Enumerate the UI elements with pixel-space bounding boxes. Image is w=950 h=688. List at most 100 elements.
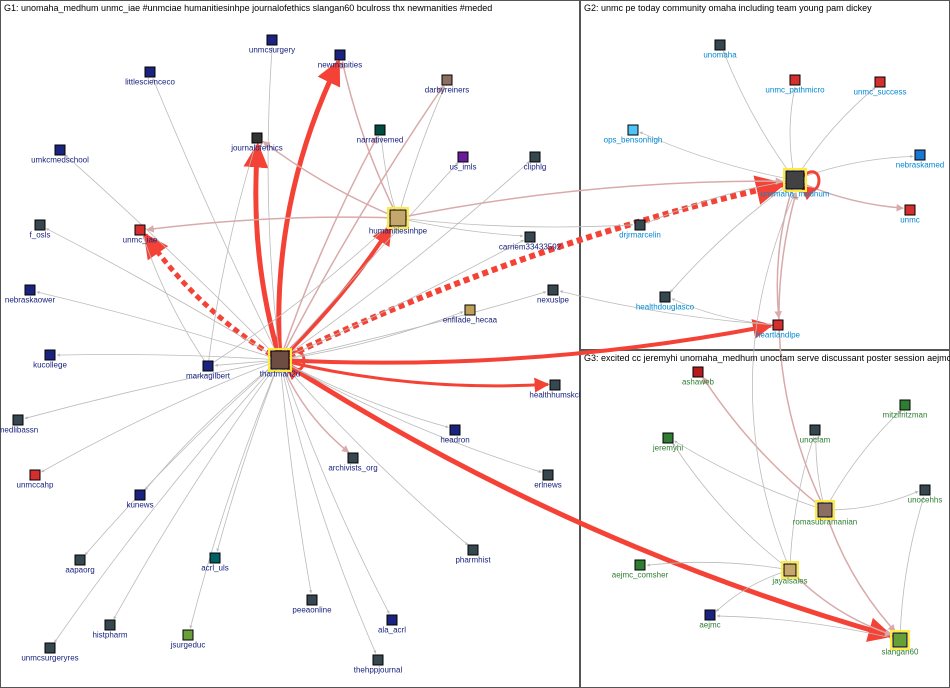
edge-humanitiesinhpe-darbyreiners [398, 87, 445, 218]
node-jeremyhi[interactable]: jeremyhi [652, 433, 683, 453]
node-ashaweb[interactable]: ashaweb [682, 367, 715, 387]
panel-title-g1: G1: unomaha_medhum unmc_iae #unmciae hum… [4, 3, 492, 13]
node-littlescienceco[interactable]: littlescienceco [125, 67, 175, 87]
node-unocehhs[interactable]: unocehhs [908, 485, 943, 505]
node-unmcsurgery[interactable]: unmcsurgery [249, 35, 295, 55]
node-label: markagilbert [186, 372, 231, 381]
node-icon [252, 133, 262, 143]
node-f_osls[interactable]: f_osls [30, 220, 51, 240]
node-unomaha[interactable]: unomaha [703, 40, 737, 60]
node-journalofethics[interactable]: journalofethics [230, 133, 283, 153]
node-us_imls[interactable]: us_imls [449, 152, 476, 172]
node-kunews[interactable]: kunews [126, 490, 153, 510]
node-label: unmc_iae [123, 236, 158, 245]
node-medlibassn[interactable]: medlibassn [0, 415, 38, 435]
edge-romasubramanian-unomaha_medhum [779, 193, 825, 510]
edge-romasubramanian-mitzifritzman [825, 411, 901, 510]
node-ops_bensonhigh[interactable]: ops_bensonhigh [604, 125, 663, 145]
node-unmc_pathmicro[interactable]: unmc_pathmicro [765, 75, 825, 95]
node-nebraskaower[interactable]: nebraskaower [5, 285, 56, 305]
node-headron[interactable]: headron [440, 425, 469, 445]
panel-g2 [581, 1, 950, 350]
edge-thartman2u-narrativemed [280, 136, 377, 360]
node-peeaonline[interactable]: peeaonline [292, 595, 332, 615]
node-label: narrativemed [357, 136, 404, 145]
node-umkcmedschool[interactable]: umkcmedschool [31, 145, 89, 165]
node-markagilbert[interactable]: markagilbert [186, 361, 231, 381]
node-icon [920, 485, 930, 495]
edge-thartman2u-acrl_uls [217, 360, 280, 551]
node-jsurgeduc[interactable]: jsurgeduc [170, 630, 206, 650]
edge-slangan60-unocehhs [900, 497, 924, 640]
node-label: humanitiesinhpe [369, 227, 428, 236]
node-icon [548, 285, 558, 295]
node-icon [790, 75, 800, 85]
node-label: littlescienceco [125, 78, 175, 87]
node-icon [135, 490, 145, 500]
edge-thartman2u-markagilbert [215, 360, 280, 365]
node-label: unmccahp [17, 481, 54, 490]
node-icon [267, 35, 277, 45]
node-nebraskamed[interactable]: nebraskamed [896, 150, 944, 170]
node-healthdouglasco[interactable]: healthdouglasco [636, 292, 695, 312]
edge-jayalsales-unocfam [790, 437, 814, 570]
panel-title-g2: G2: unmc pe today community omaha includ… [584, 3, 872, 13]
node-unocfam[interactable]: unocfam [800, 425, 831, 445]
node-kucollege[interactable]: kucollege [33, 350, 67, 370]
node-romasubramanian[interactable]: romasubramanian [793, 501, 857, 527]
node-icon [550, 380, 560, 390]
node-label: cliphlg [524, 163, 547, 172]
edge-humanitiesinhpe-drjrmarcelin [398, 218, 633, 227]
node-heartlandlpe[interactable]: heartlandlpe [756, 320, 801, 340]
edge-jayalsales-jeremyhi [673, 443, 790, 570]
node-aejmc[interactable]: aejmc [699, 610, 720, 630]
node-unmcsurgeryres[interactable]: unmcsurgeryres [21, 643, 78, 663]
node-jayalsales[interactable]: jayalsales [771, 562, 807, 586]
node-label: nebraskaower [5, 296, 56, 305]
node-aapaorg[interactable]: aapaorg [65, 555, 94, 575]
node-darbyreiners[interactable]: darbyreiners [425, 75, 469, 95]
node-label: histpharm [92, 631, 127, 640]
node-icon [628, 125, 638, 135]
node-ala_acrl[interactable]: ala_acrl [378, 615, 406, 635]
node-histpharm[interactable]: histpharm [92, 620, 127, 640]
node-unmc_success[interactable]: unmc_success [854, 77, 907, 97]
edge-thartman2u-unomaha_medhum [280, 184, 783, 360]
edge-thartman2u-unmccahp [41, 360, 280, 472]
node-label: healthdouglasco [636, 303, 695, 312]
node-icon [693, 367, 703, 377]
node-unmc_iae[interactable]: unmc_iae [123, 225, 158, 245]
node-icon [335, 50, 345, 60]
node-icon [663, 433, 673, 443]
node-icon [203, 361, 213, 371]
node-label: slangan60 [882, 648, 919, 657]
node-acrl_uls[interactable]: acrl_uls [201, 553, 229, 573]
node-healthhumskcl[interactable]: healthhumskcl [529, 380, 580, 400]
node-unmccahp[interactable]: unmccahp [17, 470, 54, 490]
node-icon [458, 152, 468, 162]
node-nexuslpe[interactable]: nexuslpe [537, 285, 570, 305]
edge-thartman2u-umkcmedschool [65, 155, 280, 360]
panel-title-g3: G3: excited cc jeremyhi unomaha_medhum u… [584, 353, 950, 363]
network-graph: thartman2uhumanitiesinhpemarkagilbertunm… [0, 0, 950, 688]
node-cliphlg[interactable]: cliphlg [524, 152, 547, 172]
node-label: unocfam [800, 436, 831, 445]
node-aejmc_comsher[interactable]: aejmc_comsher [612, 560, 669, 580]
node-humanitiesinhpe[interactable]: humanitiesinhpe [369, 208, 428, 236]
node-erlnews[interactable]: erlnews [534, 470, 562, 490]
node-pharmhist[interactable]: pharmhist [455, 545, 491, 565]
panel-g1 [1, 1, 580, 688]
node-label: archivists_org [328, 464, 377, 473]
node-newmanities[interactable]: newmanities [318, 50, 362, 70]
node-label: kunews [126, 501, 153, 510]
edge-thartman2u-nebraskaower [37, 292, 280, 360]
node-mitzifritzman[interactable]: mitzifritzman [883, 400, 928, 420]
node-icon [543, 470, 553, 480]
node-label: jeremyhi [652, 444, 683, 453]
node-label: jsurgeduc [170, 641, 206, 650]
node-label: nebraskamed [896, 161, 944, 170]
node-label: unmcsurgery [249, 46, 295, 55]
node-label: nexuslpe [537, 296, 570, 305]
node-narrativemed[interactable]: narrativemed [357, 125, 404, 145]
node-thehppjournal[interactable]: thehppjournal [354, 655, 403, 675]
